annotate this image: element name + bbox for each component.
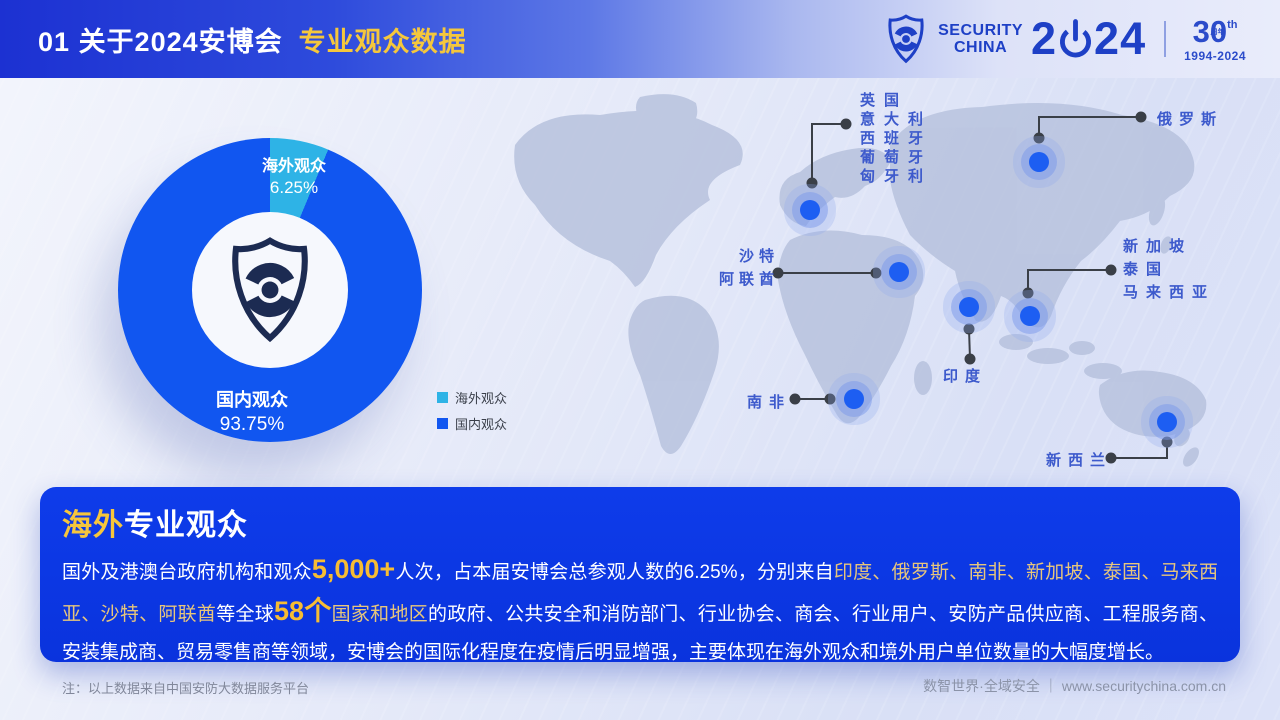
map-label-india: 印度	[943, 368, 988, 385]
legend-swatch-domestic	[437, 418, 448, 429]
brand-logo: SECURITY CHINA 2 24 30 周年 th 1994-2024	[884, 0, 1246, 78]
map-marker-saudi-uae	[889, 262, 909, 282]
footer-brand-line: 数智世界·全域安全｜ www.securitychina.com.cn	[921, 676, 1228, 696]
legend-label-domestic: 国内观众	[455, 417, 508, 432]
slide-number: 01	[38, 26, 71, 57]
shield-icon	[888, 14, 924, 64]
brand-wordmark: SECURITY CHINA	[938, 22, 1023, 56]
anniversary-number: 30 周年 th	[1192, 14, 1238, 49]
marker-connectors	[772, 111, 1173, 464]
footer-url: www.securitychina.com.cn	[1061, 678, 1226, 694]
map-label-southeast-asia: 新加坡 泰国 马来西亚	[1123, 238, 1216, 301]
footnote: 注：以上数据来自中国安防大数据服务平台	[62, 681, 310, 696]
domestic-slice-label: 国内观众	[216, 390, 288, 410]
header-bar: 01 关于2024安博会 专业观众数据 SECURITY CHINA 2 24	[0, 0, 1280, 78]
visitor-donut-chart: 海外观众 6.25% 国内观众 93.75%	[118, 138, 422, 442]
center-shield-logo-icon	[232, 237, 308, 343]
power-button-icon	[1060, 19, 1092, 58]
legend-swatch-overseas	[437, 392, 448, 403]
donut-center	[192, 212, 348, 368]
map-marker-india	[959, 297, 979, 317]
info-box-title: 海外专业观众	[62, 500, 1218, 544]
map-label-europe: 英国 意大利 西班牙 葡萄牙 匈牙利	[860, 92, 933, 185]
anniversary-years: 1994-2024	[1184, 49, 1246, 63]
map-label-south-africa: 南非	[747, 394, 792, 411]
brand-line2: CHINA	[953, 39, 1008, 56]
footer-separator: ｜	[1043, 678, 1058, 694]
year-left: 2	[1031, 13, 1058, 64]
map-marker-new-zealand	[1157, 412, 1177, 432]
domestic-slice-value: 93.75%	[219, 414, 285, 435]
page-title-text: 关于2024安博会	[78, 26, 283, 57]
chart-legend: 海外观众 国内观众	[437, 388, 507, 440]
brand-year: 2 24	[1031, 13, 1146, 65]
map-marker-russia	[1029, 152, 1049, 172]
brand-line1: SECURITY	[938, 22, 1024, 39]
map-label-new-zealand: 新西兰	[1046, 452, 1113, 469]
anniversary-badge: 30 周年 th 1994-2024	[1184, 16, 1246, 62]
legend-item-domestic: 国内观众	[437, 414, 507, 433]
map-label-saudi-uae: 沙特 阿联酋	[718, 248, 779, 288]
legend-item-overseas: 海外观众	[437, 388, 507, 407]
page-title: 01 关于2024安博会	[38, 20, 283, 59]
map-marker-southeast-asia	[1020, 306, 1040, 326]
info-title-rest: 专业观众	[124, 509, 248, 542]
world-map: 英国 意大利 西班牙 葡萄牙 匈牙利 俄罗斯 沙特 阿联酋 印度 新加坡 泰国 …	[460, 85, 1270, 480]
page-subtitle: 专业观众数据	[298, 26, 467, 57]
legend-label-overseas: 海外观众	[455, 391, 508, 406]
anniversary-inner-label: 周年	[1210, 29, 1225, 36]
brand-divider	[1164, 21, 1167, 57]
info-box-body: 国外及港澳台政府机构和观众5,000+人次，占本届安博会总参观人数的6.25%，…	[62, 554, 1218, 663]
continents-silhouette	[514, 94, 1207, 467]
map-marker-europe	[800, 200, 820, 220]
overseas-slice-label: 海外观众	[261, 158, 327, 175]
anniversary-sup: th	[1227, 19, 1238, 31]
overseas-visitors-info-box: 海外专业观众 国外及港澳台政府机构和观众5,000+人次，占本届安博会总参观人数…	[40, 487, 1240, 663]
footer-slogan: 数智世界·全域安全	[923, 678, 1040, 694]
map-marker-south-africa	[844, 389, 864, 409]
map-label-russia: 俄罗斯	[1157, 111, 1224, 128]
info-title-highlight: 海外	[62, 509, 124, 542]
year-right: 24	[1094, 13, 1147, 64]
overseas-slice-value: 6.25%	[269, 178, 319, 197]
